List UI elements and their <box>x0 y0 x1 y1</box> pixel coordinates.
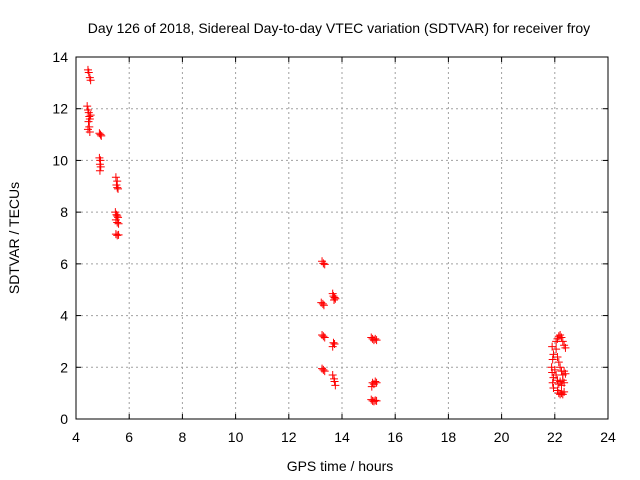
data-point <box>371 334 380 343</box>
data-point <box>319 259 328 268</box>
data-point <box>554 358 563 367</box>
data-point <box>558 337 567 346</box>
data-point <box>328 342 337 351</box>
data-point <box>113 231 122 240</box>
grid-lines <box>76 57 608 419</box>
x-tick-label: 18 <box>441 429 457 445</box>
data-point <box>320 333 329 342</box>
x-tick-label: 16 <box>387 429 403 445</box>
data-point <box>319 365 328 374</box>
data-point <box>372 396 381 405</box>
data-point <box>328 371 337 380</box>
data-point <box>548 355 557 364</box>
x-tick-label: 14 <box>334 429 350 445</box>
data-point <box>367 382 376 391</box>
x-tick-label: 6 <box>125 429 133 445</box>
data-point <box>111 173 120 182</box>
y-tick-label: 14 <box>52 49 68 65</box>
data-point <box>114 230 123 239</box>
data-point <box>557 333 566 342</box>
data-point <box>556 363 565 372</box>
data-point <box>561 343 570 352</box>
x-tick-label: 24 <box>600 429 616 445</box>
x-tick-label: 10 <box>228 429 244 445</box>
plot-frame <box>75 56 609 420</box>
data-point <box>84 117 93 126</box>
data-point <box>329 338 338 347</box>
data-point <box>560 378 569 387</box>
y-tick-label: 0 <box>60 411 68 427</box>
y-tick-label: 6 <box>60 256 68 272</box>
data-point <box>96 130 105 139</box>
x-axis-label: GPS time / hours <box>287 458 394 474</box>
x-tick-label: 20 <box>494 429 510 445</box>
data-point <box>372 336 381 345</box>
data-point <box>320 260 329 269</box>
data-point <box>331 294 340 303</box>
data-point <box>371 377 380 386</box>
y-axis-label: SDTVAR / TECUs <box>6 182 22 294</box>
data-point <box>318 299 327 308</box>
data-point <box>319 332 328 341</box>
data-point <box>96 162 105 171</box>
data-point <box>86 111 95 120</box>
x-tick-label: 4 <box>72 429 80 445</box>
x-tick-label: 8 <box>179 429 187 445</box>
data-point <box>331 381 340 390</box>
x-tick-label: 12 <box>281 429 297 445</box>
data-point <box>83 102 92 111</box>
data-point <box>113 183 122 192</box>
data-point <box>114 184 123 193</box>
data-point <box>84 68 93 77</box>
y-tick-label: 4 <box>60 308 68 324</box>
chart-title: Day 126 of 2018, Sidereal Day-to-day VTE… <box>88 20 590 36</box>
data-point <box>85 127 94 136</box>
data-point <box>548 378 557 387</box>
data-point <box>114 219 123 228</box>
y-tick-label: 10 <box>52 152 68 168</box>
data-point <box>330 296 339 305</box>
data-point <box>550 365 559 374</box>
data-point <box>552 371 561 380</box>
y-tick-label: 12 <box>52 101 68 117</box>
data-point <box>319 301 328 310</box>
data-point <box>553 352 562 361</box>
y-tick-label: 8 <box>60 204 68 220</box>
data-point <box>95 166 104 175</box>
data-point <box>371 396 380 405</box>
data-point <box>320 367 329 376</box>
data-point <box>113 218 122 227</box>
data-point <box>330 377 339 386</box>
data-point <box>552 345 561 354</box>
data-point <box>561 369 570 378</box>
data-point <box>372 378 381 387</box>
y-tick-label: 2 <box>60 359 68 375</box>
data-points <box>83 65 570 406</box>
data-point <box>86 76 95 85</box>
x-tick-label: 22 <box>547 429 563 445</box>
data-point <box>97 131 106 140</box>
data-point <box>560 387 569 396</box>
